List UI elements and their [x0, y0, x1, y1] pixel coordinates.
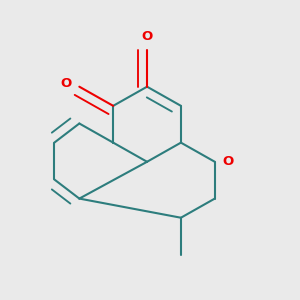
- Text: O: O: [141, 29, 153, 43]
- Text: O: O: [222, 155, 233, 168]
- Text: O: O: [61, 77, 72, 90]
